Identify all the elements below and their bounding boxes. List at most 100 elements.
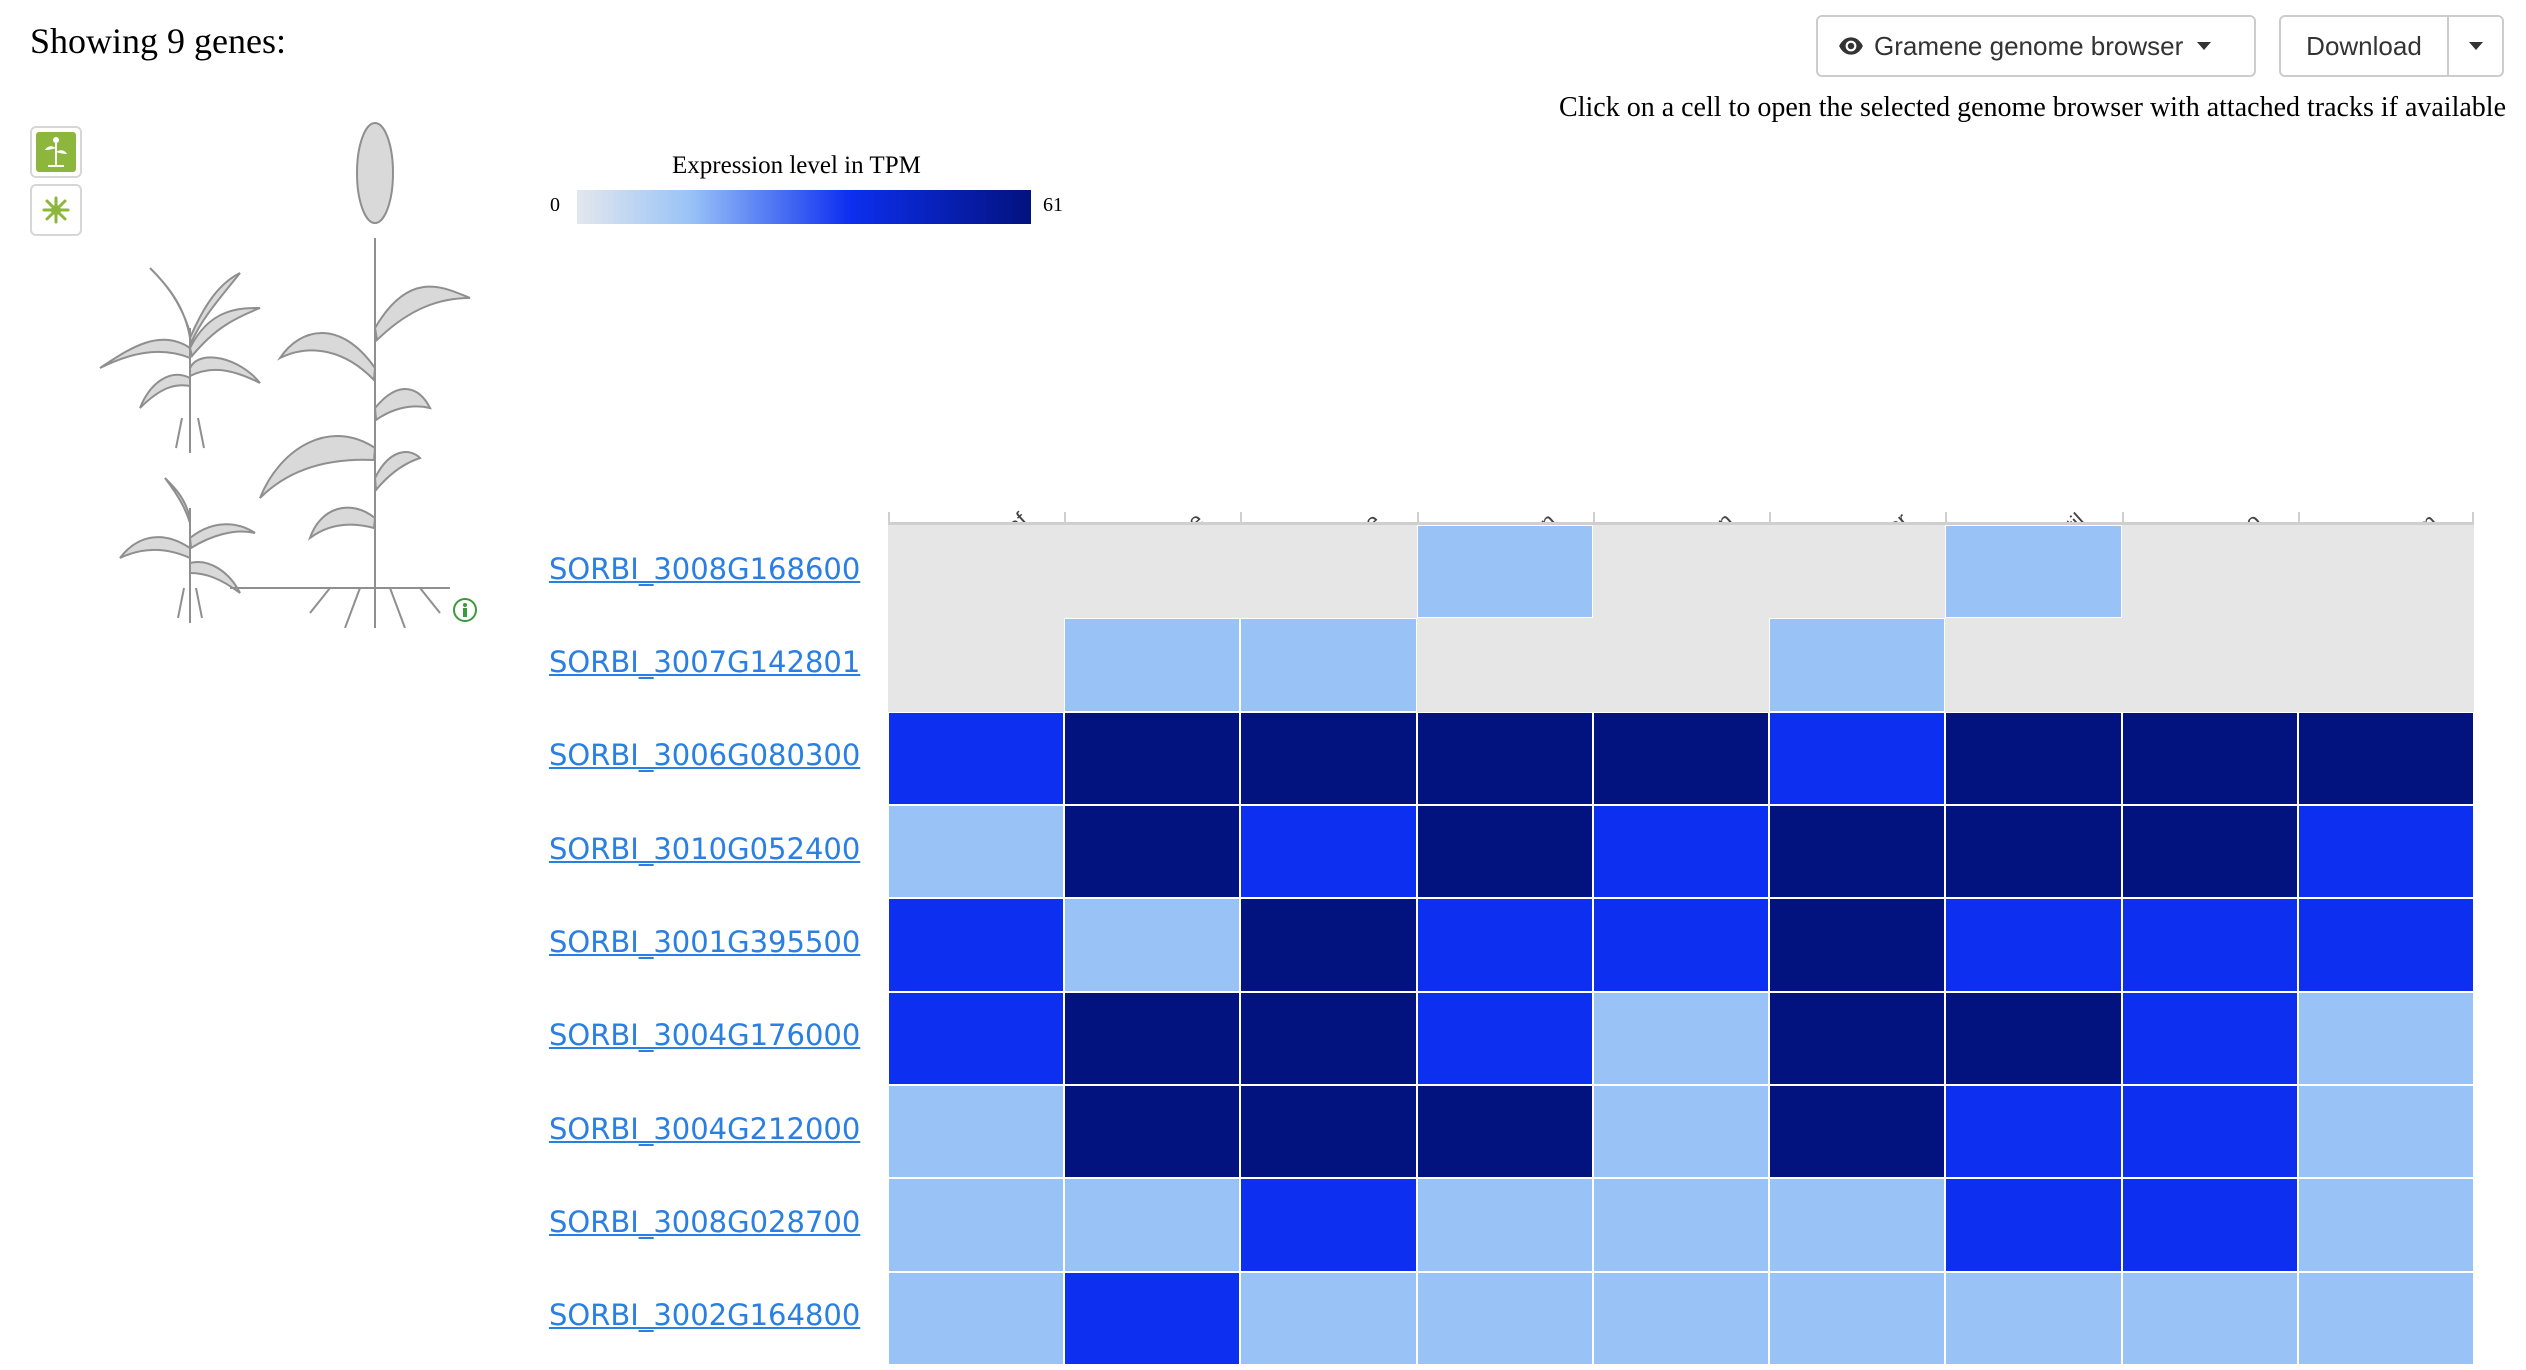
heatmap-cell[interactable] [1769,991,1946,1085]
heatmap-cell[interactable] [2297,525,2474,619]
heatmap-cell[interactable] [1945,1084,2122,1179]
heatmap-cell[interactable] [1945,1271,2122,1365]
heatmap-cell[interactable] [2297,1178,2474,1272]
heatmap-cell[interactable] [1945,804,2122,899]
heatmap-cell[interactable] [888,618,1065,712]
heatmap-cell[interactable] [1240,804,1417,899]
heatmap-cell[interactable] [1592,618,1770,712]
heatmap-cell[interactable] [888,1084,1065,1179]
gene-link[interactable]: SORBI_3004G212000 [549,1111,861,1146]
heatmap-cell[interactable] [1945,1178,2122,1272]
heatmap-cell[interactable] [888,525,1065,619]
heatmap-cell[interactable] [1769,1178,1946,1272]
heatmap-cell[interactable] [2121,804,2298,899]
heatmap-cell[interactable] [2297,898,2474,992]
heatmap-cell[interactable] [1064,1084,1241,1179]
heatmap-cell[interactable] [1416,525,1593,619]
heatmap-cell[interactable] [1416,991,1593,1085]
heatmap-cell[interactable] [2297,991,2474,1085]
gene-link[interactable]: SORBI_3008G168600 [549,551,861,586]
heatmap-cell[interactable] [2297,1084,2474,1179]
heatmap-cell[interactable] [1240,991,1417,1085]
legend-color-scale [577,190,1031,224]
heatmap-cell[interactable] [2121,1178,2298,1272]
heatmap-cell[interactable] [1240,1271,1417,1365]
heatmap-cell[interactable] [1416,1084,1593,1179]
heatmap-cell[interactable] [1416,618,1593,712]
heatmap-cell[interactable] [1240,1178,1417,1272]
column-tick [1416,512,1419,524]
heatmap-cell[interactable] [1064,804,1241,899]
heatmap-cell[interactable] [1945,991,2122,1085]
heatmap-cell[interactable] [1240,525,1417,619]
heatmap-cell[interactable] [1592,1178,1770,1272]
heatmap-cell[interactable] [1240,618,1417,712]
heatmap-cell[interactable] [1592,804,1770,899]
heatmap-cell[interactable] [1240,711,1417,805]
heatmap-cell[interactable] [1769,525,1946,619]
heatmap-cell[interactable] [888,898,1065,992]
info-icon[interactable] [452,597,478,623]
heatmap-cell[interactable] [1592,1084,1770,1179]
heatmap-cell[interactable] [1240,898,1417,992]
heatmap-cell[interactable] [2121,1271,2298,1365]
heatmap-cell[interactable] [1416,711,1593,805]
heatmap-cell[interactable] [1945,898,2122,992]
heatmap-cell[interactable] [888,991,1065,1085]
heatmap-cell[interactable] [1592,991,1770,1085]
cell-icon [42,196,70,224]
heatmap-cell[interactable] [1592,1271,1770,1365]
heatmap-cell[interactable] [2297,1271,2474,1365]
heatmap-cell[interactable] [888,1178,1065,1272]
heatmap-cell[interactable] [1592,525,1770,619]
heatmap-cell[interactable] [888,1271,1065,1365]
heatmap-cell[interactable] [2121,1084,2298,1179]
heatmap-cell[interactable] [1769,711,1946,805]
gene-link[interactable]: SORBI_3001G395500 [549,924,861,959]
heatmap-cell[interactable] [1945,711,2122,805]
heatmap-cell[interactable] [2121,525,2298,619]
heatmap-cell[interactable] [1064,618,1241,712]
heatmap-cell[interactable] [1769,1271,1946,1365]
heatmap-cell[interactable] [1769,618,1946,712]
gene-link[interactable]: SORBI_3006G080300 [549,738,861,773]
heatmap-cell[interactable] [2297,804,2474,899]
gene-link[interactable]: SORBI_3008G028700 [549,1204,861,1239]
heatmap-cell[interactable] [1945,618,2122,712]
heatmap-cell[interactable] [1416,898,1593,992]
heatmap-cell[interactable] [1064,711,1241,805]
cell-view-button[interactable] [30,184,82,236]
heatmap-cell[interactable] [1769,1084,1946,1179]
gene-link[interactable]: SORBI_3007G142801 [549,644,861,679]
heatmap-cell[interactable] [1240,1084,1417,1179]
heatmap-cell[interactable] [1769,898,1946,992]
heatmap-cell[interactable] [1064,1178,1241,1272]
heatmap-cell[interactable] [1592,711,1770,805]
heatmap-cell[interactable] [1416,1271,1593,1365]
download-button[interactable]: Download [2279,15,2449,77]
gene-link[interactable]: SORBI_3002G164800 [549,1298,861,1333]
heatmap-cell[interactable] [888,711,1065,805]
genome-browser-select-button[interactable]: Gramene genome browser [1816,15,2256,77]
heatmap-cell[interactable] [1416,1178,1593,1272]
heatmap-cell[interactable] [1064,1271,1241,1365]
heatmap-cell[interactable] [888,804,1065,899]
heatmap-cell[interactable] [2121,898,2298,992]
heatmap-cell[interactable] [2121,711,2298,805]
heatmap-cell[interactable] [2121,991,2298,1085]
plant-tissue-view-button[interactable] [30,126,82,178]
heatmap-cell[interactable] [1064,991,1241,1085]
download-dropdown-toggle[interactable] [2447,15,2504,77]
heatmap-cell[interactable] [2297,711,2474,805]
heatmap-cell[interactable] [1416,804,1593,899]
caret-down-icon [2468,42,2483,50]
heatmap-cell[interactable] [2121,618,2298,712]
heatmap-cell[interactable] [1064,525,1241,619]
gene-link[interactable]: SORBI_3010G052400 [549,831,861,866]
heatmap-cell[interactable] [1769,804,1946,899]
heatmap-cell[interactable] [1064,898,1241,992]
heatmap-cell[interactable] [1945,525,2122,619]
gene-link[interactable]: SORBI_3004G176000 [549,1018,861,1053]
heatmap-cell[interactable] [2297,618,2474,712]
heatmap-cell[interactable] [1592,898,1770,992]
